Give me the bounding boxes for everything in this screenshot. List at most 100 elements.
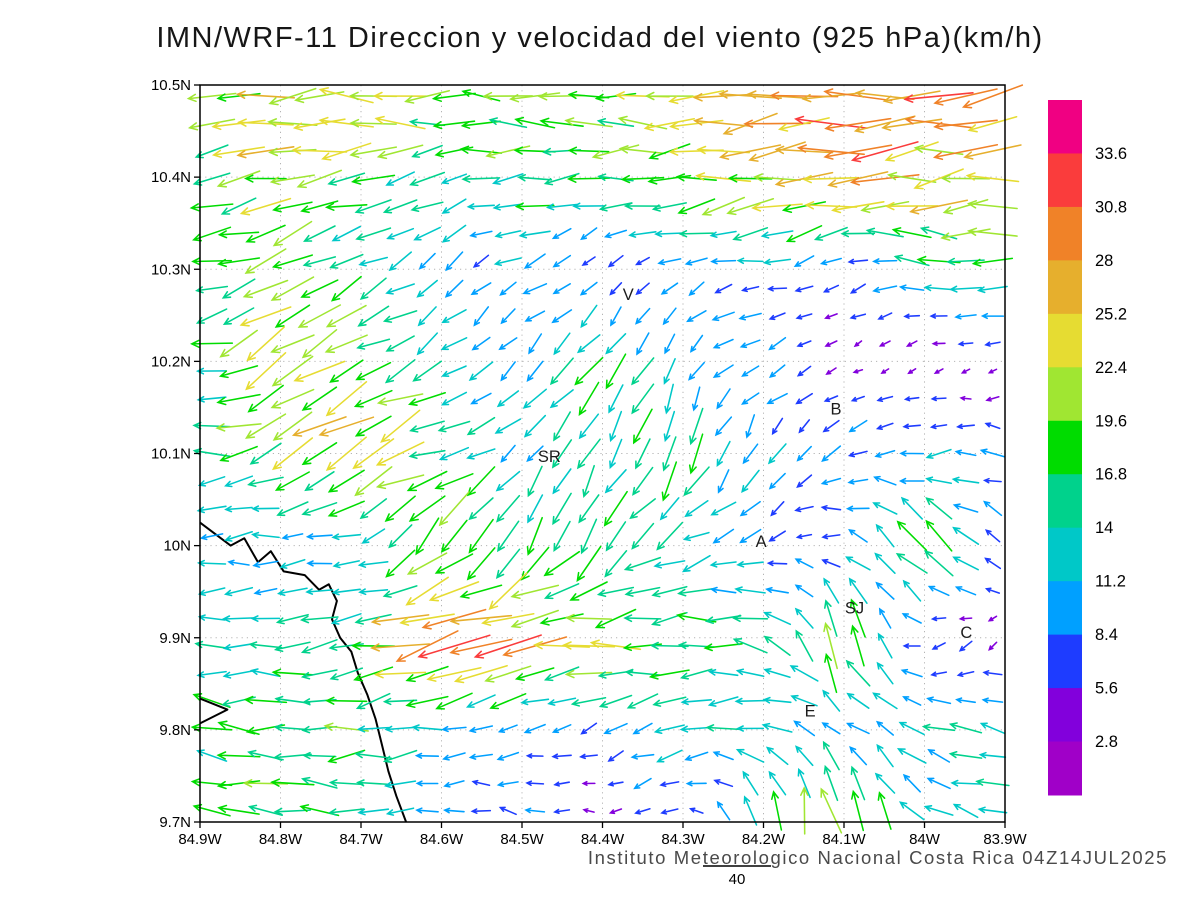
wind-arrow <box>197 587 226 597</box>
wind-arrow <box>523 723 546 734</box>
wind-arrow <box>235 90 296 99</box>
wind-arrow <box>736 561 764 568</box>
wind-arrow <box>635 307 651 325</box>
wind-arrow <box>742 770 759 796</box>
wind-arrow <box>933 88 998 106</box>
wind-arrow <box>510 584 560 600</box>
wind-arrow <box>712 338 734 349</box>
wind-arrow <box>923 550 954 577</box>
wind-arrow <box>470 282 492 296</box>
wind-arrow <box>471 336 491 351</box>
wind-arrow <box>802 174 860 184</box>
wind-arrow <box>358 256 388 267</box>
wind-arrow <box>426 666 482 682</box>
wind-arrow <box>732 614 769 623</box>
wind-arrow <box>196 559 227 567</box>
wind-arrow <box>798 419 811 434</box>
wind-arrow <box>913 168 964 190</box>
colorbar-label: 30.8 <box>1095 198 1127 216</box>
wind-arrow <box>763 668 791 678</box>
wind-arrow <box>851 789 865 832</box>
wind-arrow <box>734 586 766 594</box>
wind-arrow <box>822 284 840 293</box>
wind-arrow <box>496 390 520 408</box>
wind-arrow <box>734 697 766 705</box>
wind-arrow <box>705 724 741 732</box>
wind-arrow <box>327 808 365 816</box>
wind-arrow <box>622 643 663 652</box>
wind-arrow <box>813 226 848 241</box>
wind-arrow <box>878 607 892 629</box>
wind-arrow <box>954 313 977 320</box>
wind-arrow <box>370 643 431 652</box>
wind-arrow <box>527 494 544 524</box>
colorbar-segment <box>1048 581 1082 636</box>
station-label: V <box>623 286 634 304</box>
wind-arrow <box>244 413 287 439</box>
wind-arrow <box>269 174 315 186</box>
wind-arrow <box>580 722 598 735</box>
wind-arrow <box>578 413 600 440</box>
wind-arrow <box>438 491 470 527</box>
wind-arrow <box>273 641 311 653</box>
wind-arrow <box>354 415 392 437</box>
wind-arrow <box>594 608 637 629</box>
wind-arrow <box>623 614 662 623</box>
wind-arrow <box>251 531 280 539</box>
wind-arrow <box>357 561 389 568</box>
wind-arrow <box>465 694 496 708</box>
wind-arrow <box>466 416 496 436</box>
wind-arrow <box>677 198 716 215</box>
wind-arrow <box>683 466 710 497</box>
wind-arrow <box>443 807 465 814</box>
wind-arrow <box>771 417 784 436</box>
wind-arrow <box>374 115 426 130</box>
wind-arrow <box>459 145 503 154</box>
wind-arrow <box>469 230 493 238</box>
wind-arrow <box>466 547 496 581</box>
wind-arrow <box>954 449 977 457</box>
wind-arrow <box>481 613 535 627</box>
x-tick-label: 84.5W <box>500 831 544 848</box>
x-tick-label: 84W <box>909 831 941 848</box>
wind-arrow <box>221 278 256 299</box>
wind-arrow <box>643 118 695 132</box>
station-label: SJ <box>845 599 864 617</box>
wind-arrow <box>903 313 921 319</box>
wind-arrow <box>270 778 315 787</box>
wind-arrow <box>217 720 260 735</box>
wind-arrow <box>716 388 731 410</box>
wind-arrow <box>355 361 392 381</box>
wind-arrow <box>271 254 313 269</box>
colorbar-label: 11.2 <box>1095 573 1126 591</box>
wind-arrow <box>549 357 574 386</box>
wind-arrow <box>942 198 989 215</box>
wind-arrow <box>846 692 870 709</box>
wind-arrow <box>524 807 546 814</box>
wind-arrow <box>224 475 254 488</box>
wind-arrow <box>468 497 494 521</box>
wind-arrow <box>952 503 979 513</box>
wind-arrow <box>955 697 976 704</box>
wind-arrow <box>421 608 487 630</box>
wind-arrow <box>385 283 415 295</box>
wind-arrow <box>664 383 674 415</box>
wind-arrow <box>726 198 775 216</box>
wind-arrow <box>331 225 362 242</box>
wind-arrow <box>356 725 390 733</box>
wind-arrow <box>196 395 227 403</box>
wind-arrow <box>902 579 922 602</box>
wind-arrow <box>824 340 838 347</box>
wind-arrow <box>823 144 893 160</box>
wind-arrow <box>406 552 448 575</box>
wind-arrow <box>527 465 543 498</box>
wind-arrow <box>434 473 474 490</box>
wind-arrow <box>903 92 974 103</box>
wind-arrow <box>222 307 255 325</box>
wind-arrow <box>849 598 866 638</box>
wind-arrow <box>498 337 518 351</box>
coastline <box>199 521 408 823</box>
wind-arrow <box>219 329 258 358</box>
wind-arrow <box>428 581 480 602</box>
wind-arrow <box>549 389 574 409</box>
